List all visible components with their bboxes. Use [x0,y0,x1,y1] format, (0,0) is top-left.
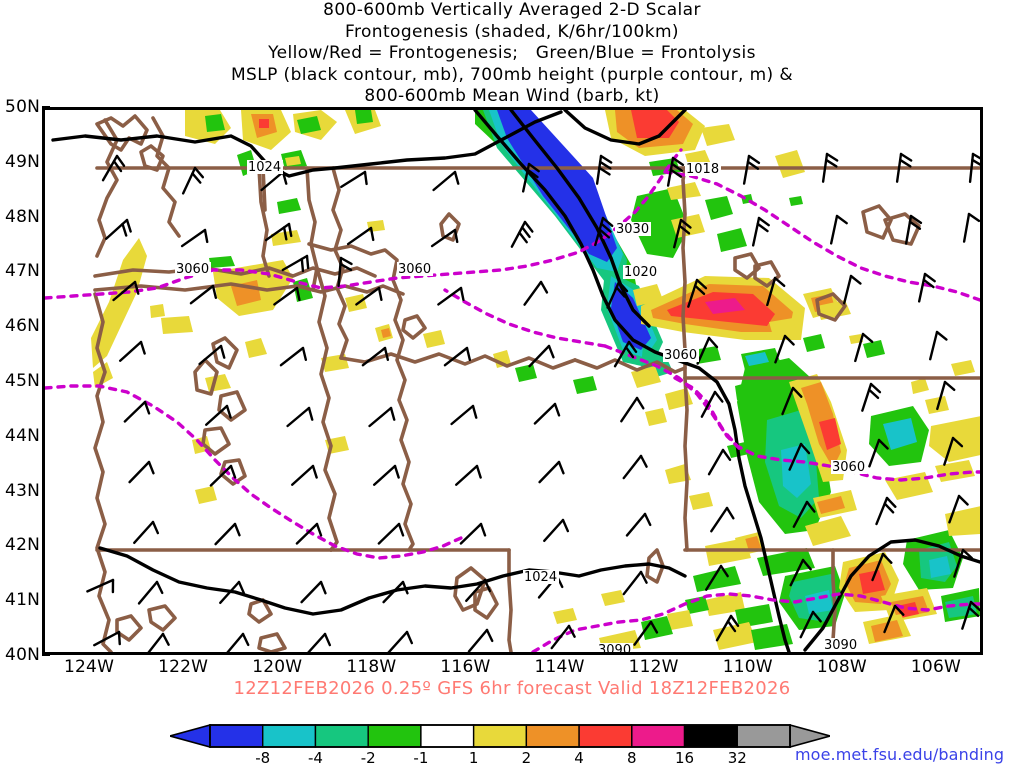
latitude-tick-label: 50N [5,97,40,117]
colorbar-tick-label: 8 [627,749,637,767]
height-label-3060-wy: 3060 [832,460,865,475]
latitude-tick-label: 40N [5,645,40,665]
colorbar-tick-label: 16 [674,749,695,767]
mslp-label-1024-north: 1024 [248,160,281,175]
height-label-3090-ut: 3090 [598,643,631,652]
height-label-3030: 3030 [616,222,649,237]
colorbar-tick-label: 1 [468,749,479,767]
colorbar-tick-label: -2 [360,749,376,767]
height-label-3060-mt: 3060 [664,348,697,363]
title-line-4: MSLP (black contour, mb), 700mb height (… [230,64,794,85]
longitude-tick-label: 122W [158,657,209,677]
latitude-tick-label: 44N [5,425,40,446]
colorbar-tick-label: -4 [307,749,323,767]
title-line-3: Yellow/Red = Frontogenesis; Green/Blue =… [268,43,756,63]
colorbar-swatch [472,724,528,748]
colorbar-swatch [209,724,264,748]
latitude-tick-label: 43N [5,480,40,501]
longitude-tick-label: 120W [252,657,303,677]
map-plot-area[interactable]: 1024 1018 1020 1024 3060 3060 3030 3060 … [42,107,983,655]
frontogenesis-map: 1024 1018 1020 1024 3060 3060 3030 3060 … [45,110,980,652]
latitude-tick-label: 49N [5,151,40,172]
colorbar-swatch [683,724,738,748]
title-line-5: 800-600mb Mean Wind (barb, kt) [364,86,660,106]
colorbar-tick-label: 32 [727,749,747,767]
longitude-tick-label: 106W [910,657,961,677]
longitude-tick-label: 108W [816,657,867,677]
title-line-1: 800-600mb Vertically Averaged 2-D Scalar [323,0,701,20]
latitude-tick-label: 42N [5,535,40,556]
longitude-tick-label: 112W [628,657,679,677]
colorbar-tick-label: 4 [574,749,584,767]
colorbar-swatch [367,724,422,748]
colorbar-tick-label: -8 [255,749,271,767]
chart-title-block: 800-600mb Vertically Averaged 2-D Scalar… [0,0,1024,108]
longitude-tick-label: 118W [346,657,397,677]
height-label-3060-wa: 3060 [176,262,209,277]
latitude-tick-label: 41N [5,590,40,611]
mslp-label-1024-south: 1024 [524,570,557,585]
state-boundaries [93,114,980,652]
mslp-label-1020: 1020 [624,265,657,280]
latitude-tick-mark [42,654,50,656]
mslp-contours [51,110,980,652]
height-contours [45,148,980,652]
latitude-tick-label: 45N [5,371,40,391]
colorbar-swatch [631,724,686,748]
longitude-tick-label: 114W [534,657,585,677]
colorbar-swatches [170,724,830,748]
colorbar-under-arrow [170,724,211,748]
longitude-tick-label: 110W [722,657,773,677]
colorbar-swatch [736,724,791,748]
height-label-3090-co: 3090 [824,638,857,652]
mslp-label-1018: 1018 [686,162,719,177]
title-line-2: Frontogenesis (shaded, K/6hr/100km) [345,21,679,42]
colorbar-swatch [525,724,580,748]
latitude-tick-label: 46N [5,316,40,337]
colorbar-swatch [314,724,369,748]
colorbar-swatch [262,724,317,748]
wind-barbs [86,152,980,652]
forecast-caption: 12Z12FEB2026 0.25º GFS 6hr forecast Vali… [233,678,791,699]
colorbar-over-arrow [789,724,830,748]
contour-value-labels: 1024 1018 1020 1024 3060 3060 3030 3060 … [175,160,867,652]
colorbar-swatch [420,724,475,748]
colorbar-tick-label: -1 [413,749,429,767]
colorbar[interactable]: -8 -4 -2 -1 1 2 4 8 16 32 [170,724,830,768]
longitude-tick-label: 124W [64,657,115,677]
colorbar-tick-label: 2 [521,749,532,767]
longitude-tick-label: 116W [440,657,491,677]
attribution-link[interactable]: moe.met.fsu.edu/banding [795,745,1005,764]
latitude-tick-label: 48N [5,206,40,227]
latitude-tick-label: 47N [5,261,40,282]
colorbar-swatch [578,724,633,748]
height-label-3060-id: 3060 [398,262,431,277]
